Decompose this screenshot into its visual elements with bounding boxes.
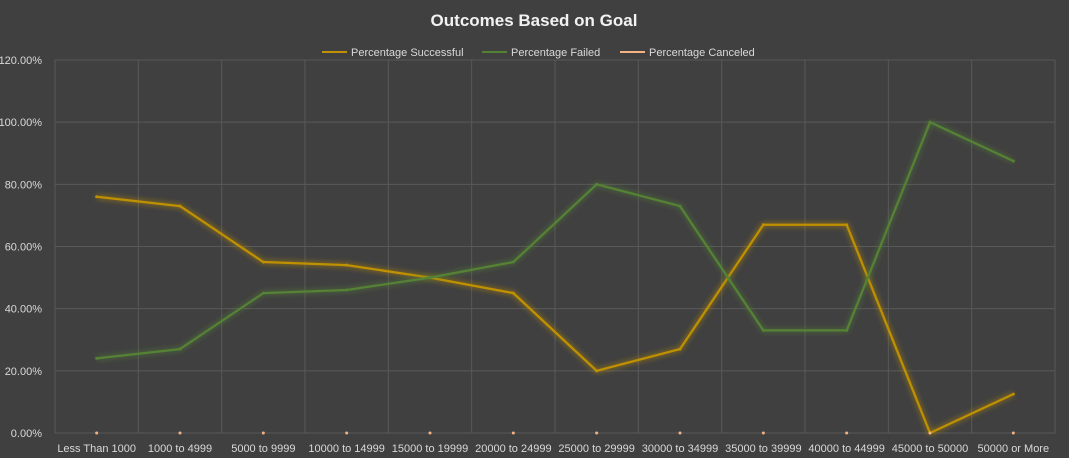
data-point bbox=[345, 263, 349, 267]
x-tick-label: 35000 to 39999 bbox=[725, 443, 801, 455]
data-point bbox=[761, 328, 765, 332]
data-point bbox=[95, 195, 99, 199]
data-point bbox=[261, 260, 265, 264]
data-point bbox=[1011, 159, 1015, 163]
data-point bbox=[178, 347, 182, 351]
data-point bbox=[511, 431, 515, 435]
data-point bbox=[511, 260, 515, 264]
legend-item: Percentage Canceled bbox=[620, 47, 755, 59]
data-point bbox=[428, 431, 432, 435]
data-point bbox=[595, 369, 599, 373]
data-point bbox=[761, 431, 765, 435]
y-tick-label: 40.00% bbox=[5, 304, 43, 316]
data-point bbox=[595, 182, 599, 186]
data-point bbox=[1011, 392, 1015, 396]
y-tick-label: 60.00% bbox=[5, 242, 43, 254]
legend-item: Percentage Failed bbox=[482, 47, 600, 59]
x-tick-label: 1000 to 4999 bbox=[148, 443, 212, 455]
data-point bbox=[761, 223, 765, 227]
y-tick-label: 100.00% bbox=[0, 117, 42, 129]
data-point bbox=[845, 223, 849, 227]
legend-label: Percentage Failed bbox=[511, 47, 600, 59]
data-point bbox=[678, 204, 682, 208]
data-point bbox=[345, 431, 349, 435]
y-tick-label: 120.00% bbox=[0, 55, 42, 67]
x-tick-label: 10000 to 14999 bbox=[308, 443, 384, 455]
series-group bbox=[95, 120, 1015, 360]
chart-title: Outcomes Based on Goal bbox=[431, 11, 638, 30]
x-tick-label: Less Than 1000 bbox=[57, 443, 136, 455]
x-tick-label: 5000 to 9999 bbox=[231, 443, 295, 455]
x-tick-label: 50000 or More bbox=[978, 443, 1050, 455]
data-point bbox=[178, 204, 182, 208]
data-point bbox=[678, 347, 682, 351]
y-tick-label: 80.00% bbox=[5, 179, 43, 191]
data-point bbox=[845, 431, 849, 435]
data-point bbox=[595, 431, 599, 435]
x-tick-label: 40000 to 44999 bbox=[808, 443, 884, 455]
y-tick-label: 0.00% bbox=[11, 428, 42, 440]
data-point bbox=[1011, 431, 1015, 435]
x-tick-label: 30000 to 34999 bbox=[642, 443, 718, 455]
data-point bbox=[428, 276, 432, 280]
data-point bbox=[345, 288, 349, 292]
data-point bbox=[95, 356, 99, 360]
x-tick-label: 45000 to 50000 bbox=[892, 443, 968, 455]
legend-label: Percentage Successful bbox=[351, 47, 464, 59]
data-point bbox=[261, 431, 265, 435]
data-point bbox=[261, 291, 265, 295]
x-tick-label: 25000 to 29999 bbox=[558, 443, 634, 455]
series-line bbox=[96, 195, 1014, 435]
data-point bbox=[678, 431, 682, 435]
legend-item: Percentage Successful bbox=[322, 47, 464, 59]
data-point bbox=[928, 120, 932, 124]
series-group bbox=[95, 431, 1015, 435]
x-tick-label: 15000 to 19999 bbox=[392, 443, 468, 455]
data-point bbox=[928, 431, 932, 435]
data-point bbox=[95, 431, 99, 435]
y-tick-label: 20.00% bbox=[5, 366, 43, 378]
data-point bbox=[178, 431, 182, 435]
legend-label: Percentage Canceled bbox=[649, 47, 755, 59]
data-point bbox=[845, 328, 849, 332]
data-point bbox=[511, 291, 515, 295]
series-line bbox=[96, 121, 1014, 360]
x-tick-label: 20000 to 24999 bbox=[475, 443, 551, 455]
